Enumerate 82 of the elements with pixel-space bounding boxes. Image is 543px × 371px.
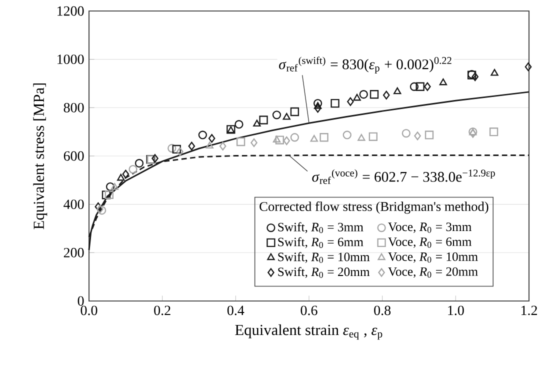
- point: [314, 104, 322, 113]
- legend-label: Voce, R$_{0}$ = 6mm: [388, 238, 472, 248]
- y-tick-label: 0: [78, 296, 84, 306]
- point: [272, 136, 281, 143]
- y-tick-label: 200: [64, 248, 84, 258]
- x-tick-label: 0.8: [374, 306, 391, 316]
- x-tick-label: 0.4: [227, 306, 244, 316]
- point: [394, 87, 402, 94]
- legend-label: Voce, R$_{0}$ = 3mm: [388, 222, 472, 233]
- point: [236, 137, 246, 146]
- annotation: σ$_{ref}$$^{(swift)}$ = 830(ε$_{p}$ + 0.002)$^{0.22}$: [279, 56, 452, 74]
- point: [219, 142, 226, 150]
- legend-label: Voce, R$_{0}$ = 10mm: [388, 252, 478, 263]
- point: [198, 130, 208, 140]
- point: [410, 82, 419, 91]
- legend-title: Corrected flow stress (Bridgman's method): [260, 202, 488, 214]
- point: [439, 78, 448, 86]
- point: [94, 202, 102, 212]
- point: [172, 144, 181, 154]
- point: [342, 130, 352, 140]
- point: [320, 133, 328, 142]
- point: [117, 174, 125, 181]
- point: [370, 90, 379, 99]
- x-tick-label: 1.2: [521, 306, 537, 316]
- point: [234, 120, 244, 129]
- point: [152, 154, 158, 163]
- point: [490, 69, 498, 76]
- point: [106, 182, 115, 192]
- point: [272, 110, 282, 120]
- point: [283, 136, 290, 146]
- legend-label: Voce, R$_{0}$ = 20mm: [388, 267, 478, 278]
- point: [290, 133, 300, 142]
- point: [424, 130, 434, 140]
- point: [128, 164, 138, 174]
- x-axis-title: Equivalent strain ε$_{eq}$ , ε$_{p}$: [235, 324, 382, 340]
- point: [104, 190, 114, 199]
- point: [122, 170, 130, 178]
- point: [275, 136, 284, 144]
- legend-label: Swift, R$_{0}$ = 6mm: [278, 237, 364, 248]
- point: [416, 82, 424, 91]
- point: [188, 142, 196, 150]
- point: [290, 107, 300, 116]
- point: [382, 90, 390, 100]
- point: [310, 134, 318, 142]
- point: [330, 98, 340, 108]
- point: [402, 128, 410, 138]
- point: [524, 62, 532, 72]
- point: [353, 94, 361, 101]
- annotation: σ$_{ref}$$^{(voce)}$ = 602.7 − 338.0e$^{−12.9εp}$: [312, 169, 495, 184]
- point: [110, 183, 119, 190]
- point: [96, 204, 104, 214]
- point: [489, 127, 498, 136]
- point: [253, 120, 261, 127]
- point: [282, 112, 290, 120]
- x-tick-label: 0.0: [80, 306, 98, 316]
- point: [424, 82, 431, 91]
- y-tick-label: 1000: [58, 54, 84, 64]
- point: [358, 134, 366, 141]
- point: [206, 142, 214, 149]
- y-tick-label: 600: [64, 151, 84, 161]
- point: [102, 190, 111, 200]
- x-tick-label: 0.6: [300, 306, 318, 316]
- y-tick-label: 1200: [58, 6, 84, 16]
- point: [414, 132, 421, 140]
- point: [168, 144, 176, 153]
- point: [250, 138, 258, 148]
- y-axis-title: Equivalent stress [MPa]: [33, 83, 48, 230]
- legend-label: Swift, R$_{0}$ = 10mm: [278, 252, 370, 264]
- y-tick-label: 800: [64, 102, 84, 112]
- point: [208, 134, 216, 143]
- point: [359, 90, 368, 99]
- line-series: [88, 91, 530, 251]
- legend-label: Swift, R$_{0}$ = 3mm: [278, 222, 364, 234]
- y-tick-label: 400: [64, 200, 84, 210]
- point: [368, 132, 378, 141]
- legend-label: Swift, R$_{0}$ = 20mm: [278, 267, 370, 278]
- point: [134, 158, 144, 168]
- point: [259, 116, 268, 124]
- point: [176, 147, 184, 156]
- point: [347, 97, 354, 106]
- x-tick-label: 0.2: [154, 306, 170, 316]
- x-tick-label: 1.0: [448, 306, 464, 316]
